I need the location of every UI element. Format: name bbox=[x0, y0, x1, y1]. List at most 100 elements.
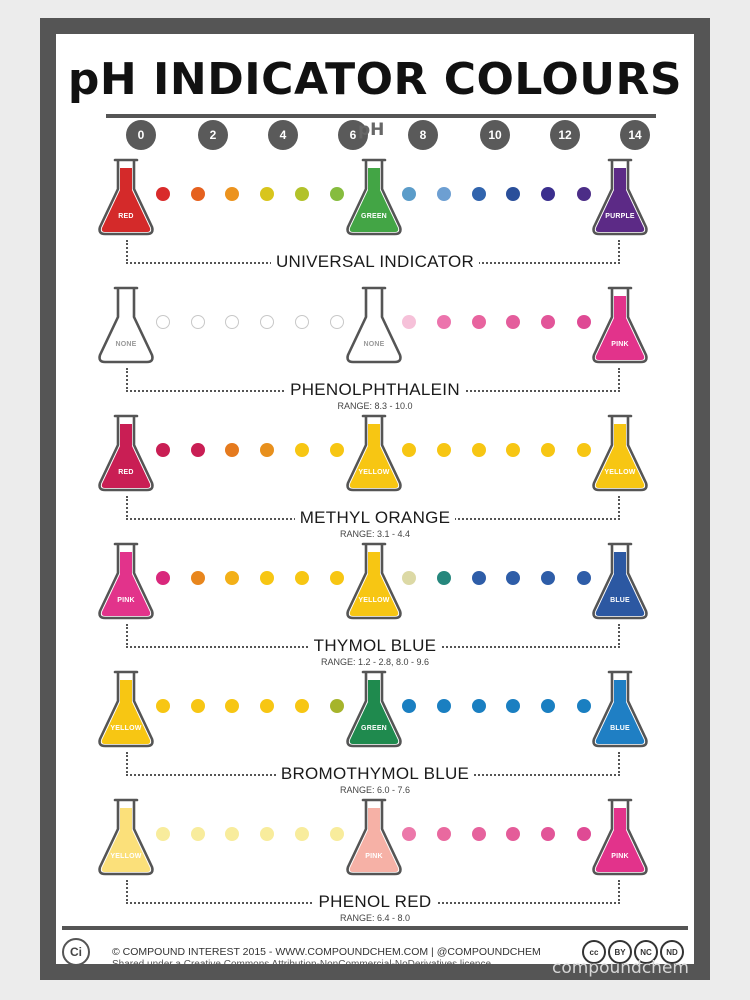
colour-dot bbox=[506, 827, 520, 841]
colour-dot bbox=[295, 699, 309, 713]
colour-dot bbox=[437, 571, 451, 585]
flask-label: RED bbox=[118, 213, 134, 220]
colour-dot bbox=[472, 187, 486, 201]
colour-dot bbox=[506, 571, 520, 585]
flask-icon bbox=[98, 670, 154, 748]
indicator-name: PHENOL RED bbox=[56, 892, 694, 912]
colour-dot bbox=[402, 571, 416, 585]
flask-outline bbox=[592, 798, 648, 876]
flask-icon bbox=[592, 286, 648, 364]
flask-label: GREEN bbox=[361, 213, 387, 220]
colour-dot bbox=[295, 827, 309, 841]
flask-outline bbox=[346, 286, 402, 364]
flask-outline bbox=[346, 670, 402, 748]
ph-scale-label: pH bbox=[358, 120, 385, 140]
flask-outline bbox=[346, 542, 402, 620]
flask-outline bbox=[592, 414, 648, 492]
flask-icon bbox=[592, 542, 648, 620]
colour-dot bbox=[191, 443, 205, 457]
flask-outline bbox=[98, 542, 154, 620]
colour-dot bbox=[541, 187, 555, 201]
indicator-name: UNIVERSAL INDICATOR bbox=[56, 252, 694, 272]
colour-dot bbox=[330, 827, 344, 841]
flask-icon bbox=[592, 414, 648, 492]
colour-dot bbox=[402, 827, 416, 841]
flask-icon bbox=[98, 158, 154, 236]
colour-dot bbox=[225, 827, 239, 841]
colour-dot bbox=[156, 443, 170, 457]
flask-liquid bbox=[595, 168, 645, 232]
colour-dot bbox=[437, 187, 451, 201]
colour-dot bbox=[472, 571, 486, 585]
flask-icon bbox=[98, 286, 154, 364]
colour-dot bbox=[541, 571, 555, 585]
flask-label: NONE bbox=[115, 341, 137, 348]
indicator-range: RANGE: 1.2 - 2.8, 8.0 - 9.6 bbox=[320, 657, 430, 667]
colour-dot bbox=[506, 443, 520, 457]
flask-icon bbox=[346, 798, 402, 876]
flask-icon bbox=[98, 414, 154, 492]
colour-dot bbox=[437, 315, 451, 329]
flask-label: YELLOW bbox=[110, 853, 142, 860]
ph-tick-10: 10 bbox=[480, 120, 510, 150]
flask-label: BLUE bbox=[610, 725, 630, 732]
ph-tick-4: 4 bbox=[268, 120, 298, 150]
flask-icon bbox=[98, 542, 154, 620]
flask-liquid bbox=[101, 296, 151, 360]
colour-dot bbox=[437, 443, 451, 457]
colour-dot bbox=[225, 699, 239, 713]
flask-label: BLUE bbox=[610, 597, 630, 604]
flask-outline bbox=[346, 158, 402, 236]
colour-dot bbox=[260, 827, 274, 841]
indicator-name: METHYL ORANGE bbox=[56, 508, 694, 528]
watermark: compoundchem bbox=[552, 958, 689, 978]
indicator-name-text: THYMOL BLUE bbox=[308, 636, 442, 655]
flask-liquid bbox=[349, 552, 399, 616]
flask-outline bbox=[98, 798, 154, 876]
colour-dot bbox=[225, 187, 239, 201]
flask-outline bbox=[592, 670, 648, 748]
flask-liquid bbox=[595, 552, 645, 616]
poster-frame: pH INDICATOR COLOURS 0 2 4 6 8 10 12 14 pH RED G… bbox=[40, 18, 710, 980]
flask-label: YELLOW bbox=[358, 597, 390, 604]
flask-liquid bbox=[595, 296, 645, 360]
flask-icon bbox=[346, 414, 402, 492]
colour-dot bbox=[295, 315, 309, 329]
colour-dot bbox=[402, 699, 416, 713]
colour-dot bbox=[225, 571, 239, 585]
flask-liquid bbox=[101, 808, 151, 872]
colour-dot bbox=[156, 315, 170, 329]
footer-divider bbox=[62, 926, 688, 930]
flask-liquid bbox=[349, 296, 399, 360]
flask-label: PINK bbox=[117, 597, 135, 604]
flask-icon bbox=[98, 798, 154, 876]
flask-label: PINK bbox=[365, 853, 383, 860]
creative-commons-badges: cc BY NC ND bbox=[582, 940, 684, 964]
indicator-name-text: BROMOTHYMOL BLUE bbox=[275, 764, 475, 783]
indicator-name-text: PHENOL RED bbox=[313, 892, 437, 911]
colour-dot bbox=[541, 827, 555, 841]
indicator-range: RANGE: 6.4 - 8.0 bbox=[339, 913, 411, 923]
colour-dot bbox=[225, 315, 239, 329]
ph-tick-6: 6 bbox=[338, 120, 368, 150]
flask-outline bbox=[98, 158, 154, 236]
indicator-name: THYMOL BLUE bbox=[56, 636, 694, 656]
indicator-row: YELLOW PINK PINK PHENOL RED RANGE: 6.4 - 8.0 bbox=[56, 796, 694, 926]
indicator-name: BROMOTHYMOL BLUE bbox=[56, 764, 694, 784]
indicator-row: RED GREEN PURPLE UNIVERSAL INDICATOR bbox=[56, 156, 694, 286]
colour-dot bbox=[506, 315, 520, 329]
colour-dot bbox=[577, 315, 591, 329]
licence-line: Shared under a Creative Commons Attribut… bbox=[112, 959, 494, 970]
page-title: pH INDICATOR COLOURS bbox=[67, 54, 683, 105]
colour-dot bbox=[577, 827, 591, 841]
credit-line: © COMPOUND INTEREST 2015 - WWW.COMPOUNDC… bbox=[112, 946, 541, 958]
colour-dot bbox=[330, 187, 344, 201]
indicator-row: NONE NONE PINK PHENOLPHTHALEIN RANGE: 8.3 - … bbox=[56, 284, 694, 414]
flask-icon bbox=[592, 158, 648, 236]
flask-label: NONE bbox=[363, 341, 385, 348]
flask-icon bbox=[346, 670, 402, 748]
ph-tick-2: 2 bbox=[198, 120, 228, 150]
cc-icon: cc bbox=[582, 940, 606, 964]
colour-dot bbox=[191, 699, 205, 713]
colour-dot bbox=[472, 443, 486, 457]
